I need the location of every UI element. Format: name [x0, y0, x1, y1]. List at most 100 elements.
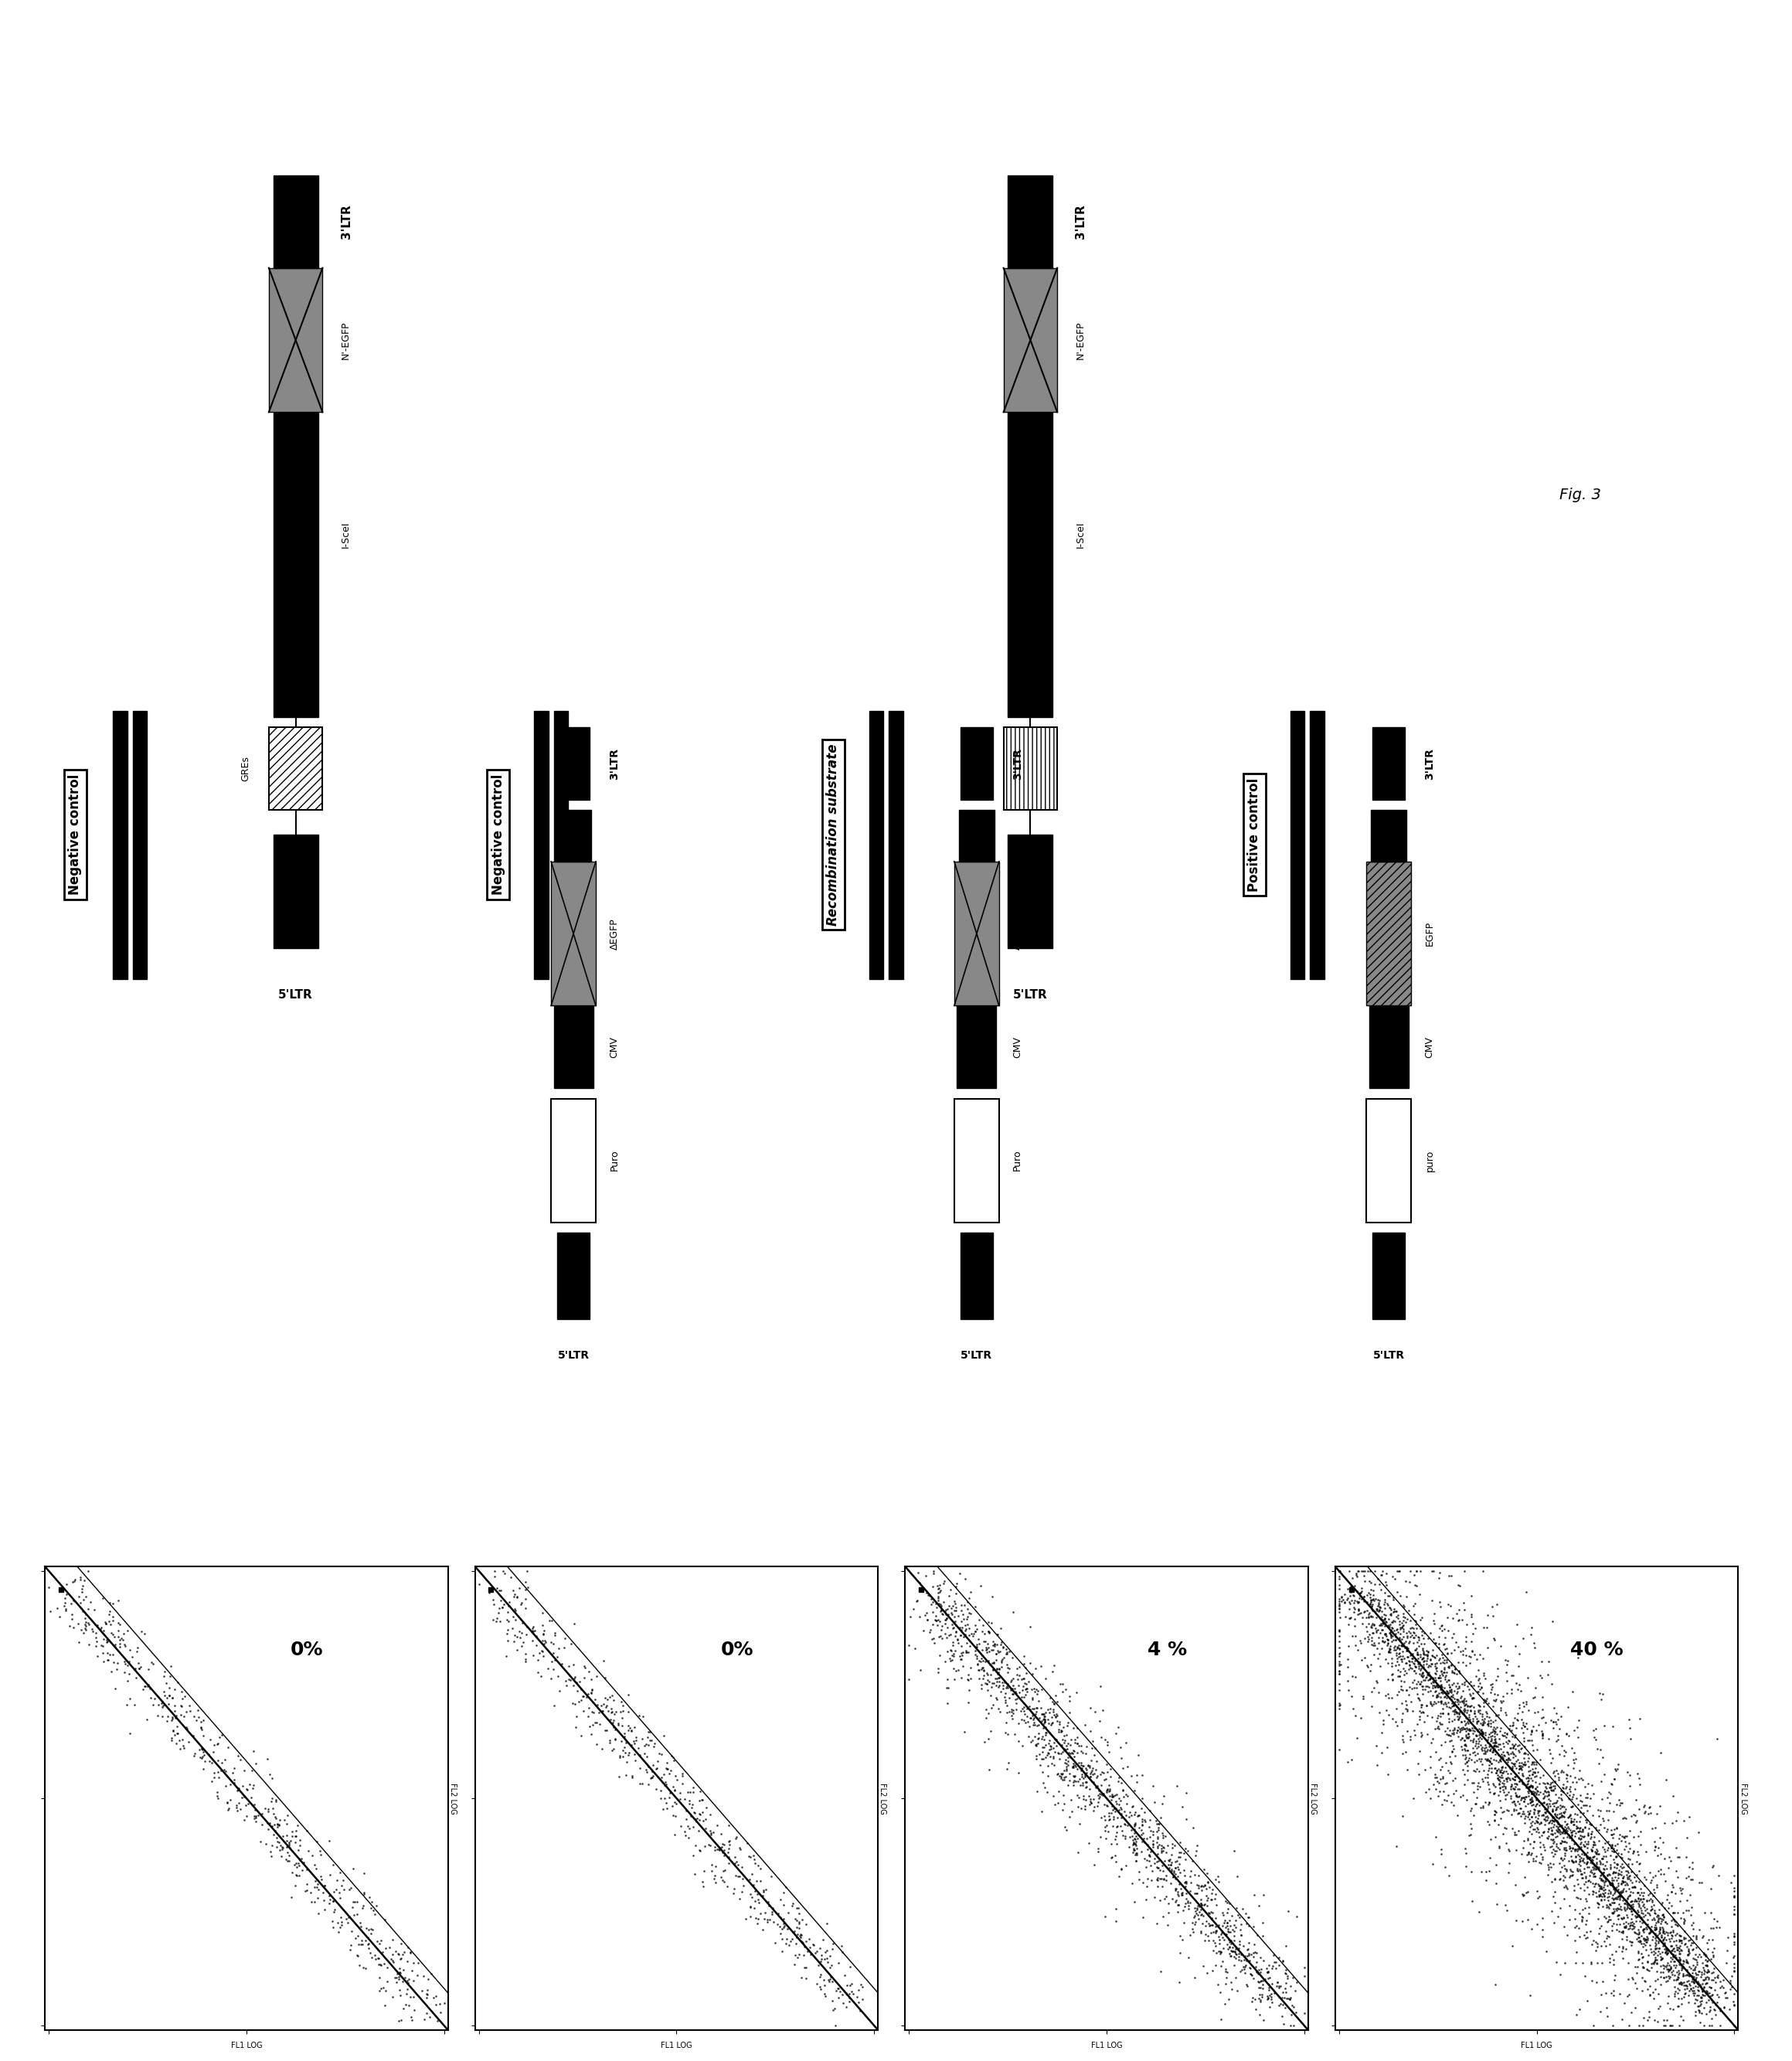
Point: [1701, 1960, 1729, 1993]
Point: [1206, 1937, 1235, 1970]
Point: [815, 1964, 844, 1997]
Point: [1552, 1812, 1581, 1845]
Point: [1464, 1894, 1493, 1927]
Point: [1204, 1859, 1233, 1892]
Point: [1471, 1787, 1500, 1820]
Point: [1407, 1554, 1435, 1587]
Point: [1607, 1787, 1636, 1820]
Point: [1550, 1797, 1579, 1830]
Point: [1039, 1698, 1068, 1731]
Point: [1407, 1601, 1435, 1634]
Point: [1554, 1690, 1582, 1723]
Point: [1179, 1900, 1208, 1933]
Point: [1417, 1665, 1446, 1698]
Point: [66, 1614, 95, 1647]
Point: [1520, 1711, 1548, 1744]
Point: [1545, 1814, 1573, 1847]
Point: [1066, 1746, 1095, 1779]
Point: [1385, 1612, 1414, 1645]
Point: [1439, 1682, 1468, 1715]
Point: [737, 1900, 765, 1933]
Point: [1512, 1575, 1541, 1608]
Point: [1581, 1828, 1609, 1861]
Point: [1428, 1669, 1457, 1702]
Point: [1466, 1690, 1495, 1723]
Point: [1430, 1676, 1459, 1709]
Point: [1052, 1748, 1081, 1781]
Point: [1027, 1704, 1055, 1737]
Point: [1437, 1560, 1466, 1593]
Point: [1615, 1702, 1643, 1735]
Point: [1602, 1851, 1631, 1884]
Point: [1459, 1704, 1487, 1737]
Point: [1358, 1579, 1387, 1612]
Point: [973, 1721, 1002, 1754]
Point: [1030, 1700, 1059, 1733]
Point: [1473, 1686, 1502, 1719]
Point: [1518, 1770, 1546, 1803]
Point: [1113, 1750, 1142, 1783]
Point: [1581, 1812, 1609, 1845]
Point: [923, 1581, 952, 1614]
Point: [1002, 1676, 1030, 1709]
Point: [1611, 1888, 1640, 1921]
Bar: [1007, 412, 1054, 717]
Point: [1486, 1742, 1514, 1775]
Point: [978, 1653, 1007, 1686]
Point: [1539, 1775, 1568, 1807]
Point: [1633, 1923, 1661, 1956]
Point: [1652, 1923, 1681, 1956]
Point: [1331, 1587, 1360, 1620]
Point: [1561, 1760, 1590, 1793]
Point: [984, 1657, 1012, 1690]
Point: [591, 1682, 620, 1715]
Point: [1382, 1636, 1410, 1669]
Point: [1656, 1944, 1684, 1976]
Point: [993, 1671, 1021, 1704]
Point: [1357, 1649, 1385, 1682]
Point: [1219, 1935, 1247, 1968]
Point: [1190, 1888, 1219, 1921]
Point: [1658, 1896, 1686, 1929]
Point: [1641, 1944, 1670, 1976]
Point: [1543, 1805, 1572, 1838]
Point: [1426, 1669, 1455, 1702]
Point: [1572, 1908, 1600, 1941]
Point: [1400, 1671, 1428, 1704]
Point: [1496, 1744, 1525, 1777]
Point: [1684, 1966, 1713, 1999]
Point: [1577, 1929, 1606, 1962]
Point: [229, 1754, 258, 1787]
Point: [1147, 1832, 1176, 1865]
Point: [1620, 1871, 1649, 1904]
Point: [262, 1783, 290, 1816]
Point: [975, 1645, 1004, 1678]
Point: [1149, 1869, 1177, 1902]
Point: [697, 1816, 726, 1849]
Point: [1102, 1810, 1131, 1843]
Point: [1118, 1828, 1147, 1861]
Point: [1414, 1659, 1443, 1692]
Point: [1622, 1845, 1650, 1878]
Point: [1520, 1696, 1548, 1729]
Point: [1480, 1624, 1509, 1657]
Point: [1382, 1624, 1410, 1657]
Point: [306, 1863, 335, 1896]
Point: [953, 1686, 982, 1719]
Point: [1670, 1921, 1699, 1954]
Point: [781, 1902, 810, 1935]
Point: [1159, 1861, 1188, 1894]
Point: [1444, 1568, 1473, 1601]
Point: [1520, 1795, 1548, 1828]
Point: [1538, 1818, 1566, 1851]
Point: [1577, 1807, 1606, 1840]
Point: [1523, 1775, 1552, 1807]
Point: [1213, 1956, 1242, 1989]
Point: [1627, 1900, 1656, 1933]
Point: [935, 1579, 964, 1612]
Point: [1564, 1814, 1593, 1847]
Point: [1039, 1692, 1068, 1725]
Point: [498, 1573, 527, 1606]
Point: [1530, 1775, 1559, 1807]
Point: [1693, 1954, 1722, 1987]
